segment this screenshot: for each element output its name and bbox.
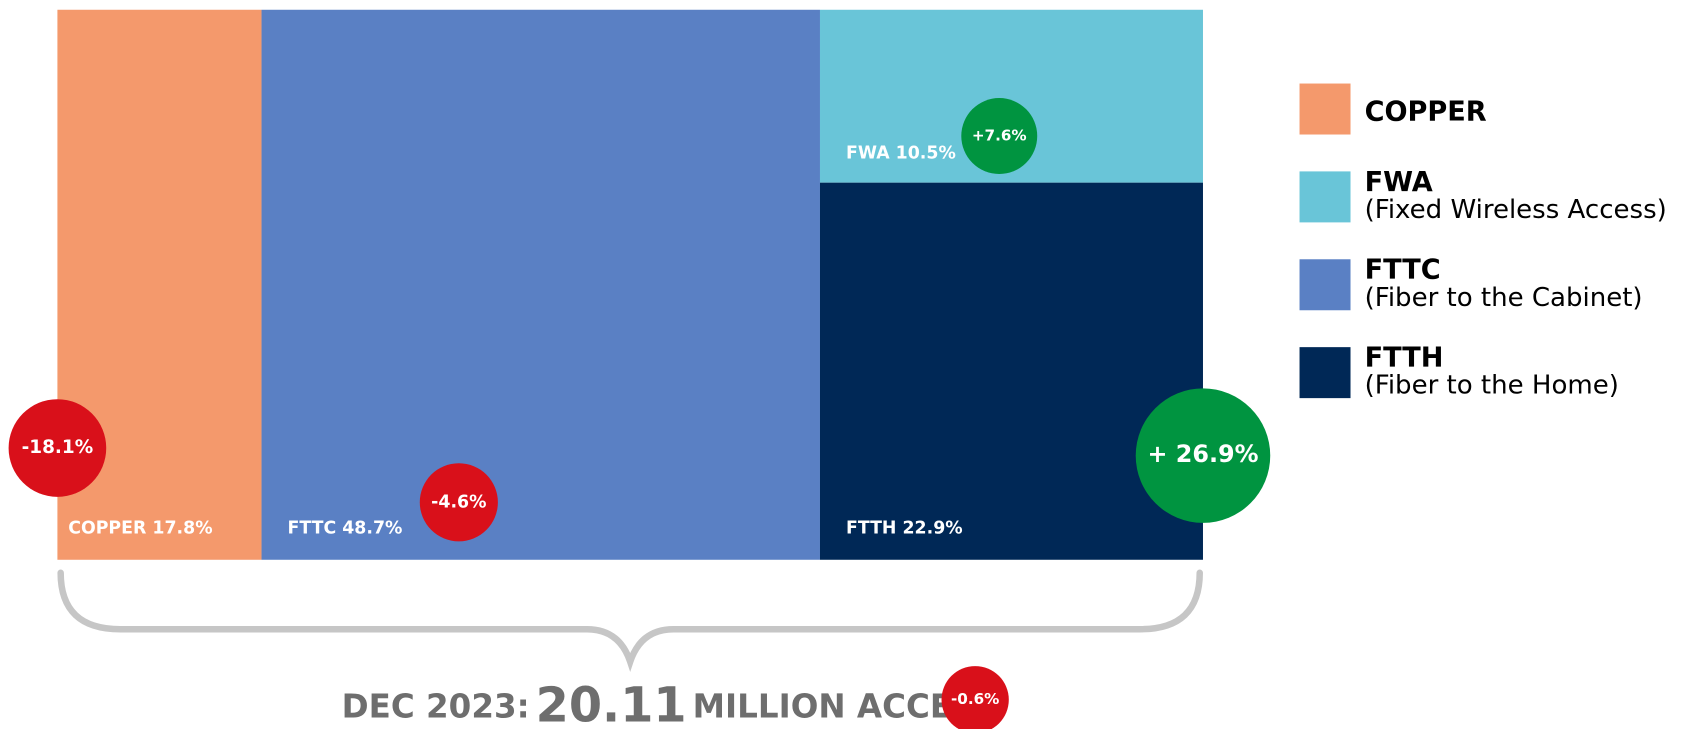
value-label: 17.8% — [152, 518, 212, 538]
value-label: 48.7% — [342, 518, 402, 538]
brace — [57, 569, 1203, 673]
tile-label: COPPER 17.8% — [68, 518, 212, 538]
value-label: 22.9% — [902, 518, 962, 538]
change-badge — [1135, 388, 1271, 523]
footer: DEC 2023: 20.11 MILLION ACCES — [342, 678, 976, 729]
change-label: + 26.9% — [1147, 440, 1258, 468]
change-badge — [8, 399, 107, 497]
legend-desc: (Fixed Wireless Access) — [1365, 195, 1667, 225]
legend-swatch — [1299, 171, 1351, 223]
legend-desc: (Fiber to the Home) — [1365, 371, 1619, 401]
value-label: 10.5% — [896, 143, 956, 163]
legend-swatch — [1299, 259, 1351, 311]
category: FTTC — [288, 518, 337, 538]
change-label: +7.6% — [972, 127, 1027, 145]
change-badge — [961, 98, 1038, 174]
change-badge — [419, 463, 498, 542]
change-label: -4.6% — [431, 492, 486, 512]
total-change-label: -0.6% — [951, 690, 999, 708]
legend-swatch — [1299, 347, 1351, 399]
category: FTTH — [846, 518, 896, 538]
legend-swatch — [1299, 83, 1351, 135]
legend-name: COPPER — [1365, 96, 1487, 127]
change-label: -18.1% — [22, 437, 94, 458]
tile-label: FTTH 22.9% — [846, 518, 963, 538]
legend-name: FTTH — [1365, 343, 1444, 374]
tile — [819, 182, 1203, 560]
legend-name: FWA — [1365, 167, 1433, 198]
total-unit: MILLION ACCES — [693, 687, 976, 725]
total-change-badge — [941, 666, 1009, 729]
category: COPPER — [68, 518, 147, 538]
total: 20.11 — [536, 678, 687, 729]
tile-label: FWA 10.5% — [846, 143, 956, 163]
tile-label: FTTC 48.7% — [288, 518, 403, 538]
legend-desc: (Fiber to the Cabinet) — [1365, 283, 1643, 313]
tile — [261, 9, 820, 560]
category: FWA — [846, 143, 890, 163]
legend-name: FTTC — [1365, 255, 1441, 286]
total-prefix: DEC 2023: — [342, 687, 530, 725]
